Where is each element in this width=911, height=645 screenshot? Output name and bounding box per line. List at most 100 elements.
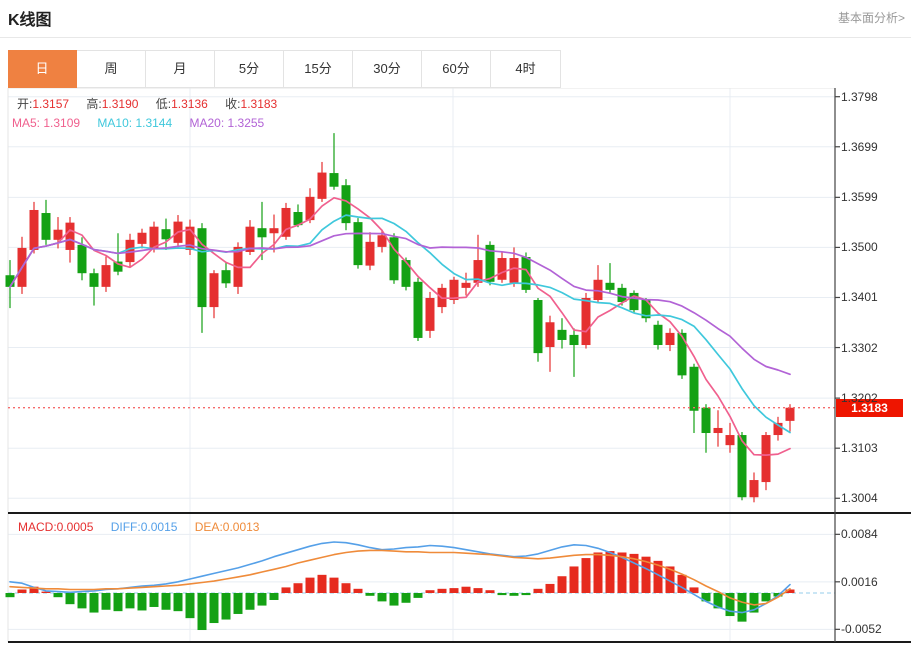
candlestick <box>509 258 519 283</box>
ma5-value: 1.3109 <box>43 116 81 130</box>
price-tick-label: 1.3599 <box>841 190 878 205</box>
close-value: 1.3183 <box>240 97 278 111</box>
high-label: 高: <box>86 97 102 111</box>
macd-histogram <box>5 551 795 631</box>
ma-legend: MA5: 1.3109 MA10: 1.3144 MA20: 1.3255 <box>12 116 278 130</box>
price-tick-label: 1.3798 <box>841 89 878 104</box>
candlestick <box>749 480 759 498</box>
candlestick <box>389 237 399 281</box>
low-label: 低: <box>155 97 172 111</box>
candlestick <box>785 407 795 421</box>
fundamental-analysis-link[interactable]: 基本面分析> <box>837 11 905 25</box>
ma10-value: 1.3144 <box>135 116 173 130</box>
diff-line <box>9 541 791 614</box>
ohlc-legend: 开:1.3157 高:1.3190 低:1.3136 收:1.3183 <box>17 95 291 112</box>
price-tick-label: 1.3202 <box>841 391 878 406</box>
candlestick <box>497 258 507 280</box>
candlestick <box>521 257 531 290</box>
page-title: K线图 <box>8 12 52 29</box>
candlestick <box>713 427 723 434</box>
candlestick <box>581 297 591 346</box>
candlestick <box>89 273 99 287</box>
axis-layer <box>8 88 911 643</box>
grid-layer <box>7 88 835 642</box>
candlestick <box>761 435 771 483</box>
candlestick <box>773 422 783 436</box>
candlestick <box>281 207 291 237</box>
candlestick <box>137 232 147 244</box>
candlestick <box>629 292 639 311</box>
tab-30min[interactable]: 30分 <box>353 51 422 87</box>
candlestick <box>329 173 339 187</box>
candlestick <box>545 322 555 348</box>
open-label: 开: <box>17 97 33 111</box>
candlestick <box>29 209 39 250</box>
candlestick <box>65 222 75 250</box>
tab-4hour[interactable]: 4时 <box>491 51 560 87</box>
tab-60min[interactable]: 60分 <box>422 51 491 87</box>
candlestick <box>641 300 651 319</box>
candlestick <box>317 172 327 199</box>
tab-week[interactable]: 周 <box>77 51 146 87</box>
tab-month[interactable]: 月 <box>146 51 215 87</box>
dea-line <box>9 549 791 606</box>
candlestick <box>209 273 219 308</box>
candlestick <box>401 260 411 287</box>
price-tick-label: 1.3500 <box>841 240 878 255</box>
tab-5min[interactable]: 5分 <box>215 51 284 87</box>
kline-chart-canvas[interactable] <box>0 88 911 645</box>
dea-value: 0.0013 <box>222 520 260 534</box>
macd-label: MACD: <box>18 520 57 534</box>
ma10-label: MA10: <box>97 116 133 130</box>
ma10-line <box>9 214 791 434</box>
ma20-value: 1.3255 <box>227 116 265 130</box>
candlestick <box>485 244 495 282</box>
candlestick <box>473 260 483 283</box>
candlestick <box>113 261 123 272</box>
candlestick <box>677 332 687 376</box>
dea-label: DEA: <box>194 520 223 534</box>
candlestick <box>701 407 711 434</box>
candlestick <box>221 270 231 284</box>
candlestick <box>53 229 63 240</box>
ma20-label: MA20: <box>189 116 225 130</box>
candlestick <box>197 228 207 308</box>
price-tick-label: 1.3401 <box>841 290 878 305</box>
candlestick <box>449 279 459 301</box>
candlestick <box>353 222 363 266</box>
diff-label: DIFF: <box>110 520 141 534</box>
candlestick <box>5 275 15 287</box>
candlestick <box>341 185 351 224</box>
open-value: 1.3157 <box>32 97 70 111</box>
candlestick <box>737 435 747 498</box>
candlestick <box>569 334 579 346</box>
header-divider <box>0 37 911 38</box>
low-value: 1.3136 <box>171 97 208 111</box>
chart-area: 开:1.3157 高:1.3190 低:1.3136 收:1.3183 MA5:… <box>0 88 911 645</box>
candles-layer <box>5 133 795 503</box>
candlestick <box>665 332 675 346</box>
price-tick-label: 1.3302 <box>841 340 878 355</box>
ma5-line <box>9 196 791 456</box>
candlestick <box>245 226 255 252</box>
candlestick <box>605 282 615 290</box>
tab-15min[interactable]: 15分 <box>284 51 353 87</box>
candlestick <box>269 228 279 234</box>
macd-legend: MACD:0.0005 DIFF:0.0015 DEA:0.0013 <box>18 520 273 534</box>
candlestick <box>533 300 543 354</box>
price-tick-label: 1.3103 <box>841 441 878 456</box>
candlestick <box>77 244 87 274</box>
tab-day[interactable]: 日 <box>8 50 77 88</box>
close-label: 收: <box>225 97 241 111</box>
diff-value: 0.0015 <box>140 520 178 534</box>
candlestick <box>413 281 423 338</box>
candlestick <box>41 213 51 240</box>
candlestick <box>149 226 159 248</box>
candlestick <box>425 297 435 331</box>
candlestick <box>653 324 663 346</box>
price-tick-label: 1.3699 <box>841 139 878 154</box>
candlestick <box>185 226 195 250</box>
candlestick <box>101 265 111 287</box>
macd-tick-label: 0.0016 <box>841 574 878 589</box>
